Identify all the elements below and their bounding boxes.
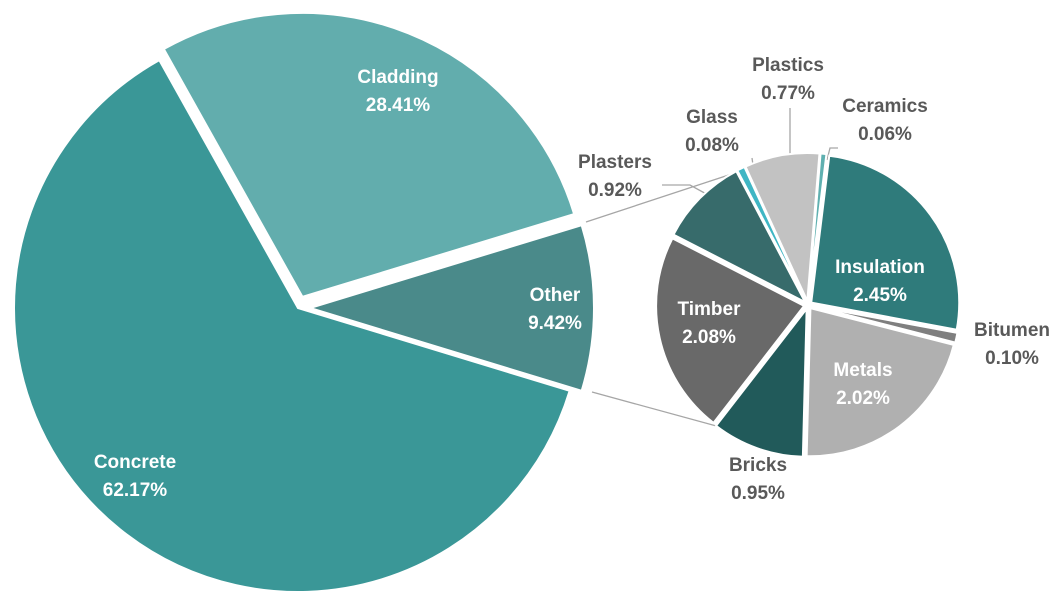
pie-slice	[162, 11, 576, 299]
slice-label: Plasters	[578, 152, 652, 173]
slice-value: 2.02%	[836, 388, 890, 409]
slice-value: 0.95%	[731, 483, 785, 504]
pie-slice	[735, 165, 808, 302]
slice-label: Cladding	[357, 67, 438, 88]
pie-slice	[810, 154, 961, 331]
slice-label: Insulation	[835, 257, 925, 278]
slice-label: Glass	[686, 107, 738, 128]
slice-label: Ceramics	[842, 96, 928, 117]
slice-label: Plastics	[752, 55, 824, 76]
slice-value: 0.06%	[858, 124, 912, 145]
pie-slice	[306, 223, 595, 393]
slice-value: 28.41%	[366, 95, 431, 116]
pie-slice	[807, 152, 828, 302]
pie-slice	[655, 237, 806, 425]
slice-value: 0.08%	[685, 135, 739, 156]
slice-value: 0.77%	[761, 83, 815, 104]
slice-value: 0.10%	[985, 348, 1039, 369]
slice-label: Timber	[677, 299, 741, 320]
slice-label: Metals	[833, 360, 892, 381]
pie-slice	[672, 169, 808, 305]
slice-label: Bricks	[729, 455, 787, 476]
pie-slice	[13, 58, 571, 593]
leader-line	[826, 147, 838, 161]
slice-value: 0.92%	[588, 180, 642, 201]
slice-label: Concrete	[94, 452, 176, 473]
pie-slice	[744, 152, 821, 305]
slice-value: 2.45%	[853, 285, 907, 306]
slice-label: Bitumen	[974, 320, 1050, 341]
slice-value: 62.17%	[103, 480, 168, 501]
pie-slice	[714, 305, 808, 458]
leader-line	[662, 184, 711, 197]
slice-value: 9.42%	[528, 313, 582, 334]
connector-line	[585, 167, 751, 223]
slice-value: 2.08%	[682, 327, 736, 348]
pie-slice	[805, 306, 956, 458]
pie-slice	[811, 304, 959, 344]
slice-label: Other	[530, 285, 581, 306]
